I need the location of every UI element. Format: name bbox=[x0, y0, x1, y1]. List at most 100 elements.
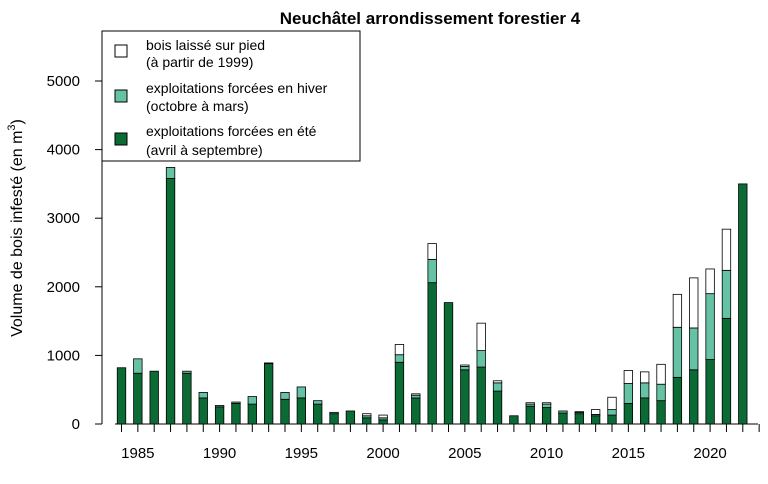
bar-ete-2005 bbox=[460, 369, 470, 425]
bar-ete-1997 bbox=[329, 413, 339, 425]
legend-swatch-ete bbox=[114, 132, 128, 146]
x-tick-label: 2010 bbox=[530, 445, 563, 462]
bar-ete-1989 bbox=[198, 397, 208, 425]
legend-label-hiver-note: (octobre à mars) bbox=[146, 98, 249, 114]
bar-ete-2006 bbox=[476, 366, 486, 425]
bar-pied-2012 bbox=[574, 411, 584, 413]
bar-pied-2013 bbox=[591, 409, 601, 415]
bars bbox=[116, 167, 748, 425]
x-tick-label: 2020 bbox=[693, 445, 726, 462]
bar-ete-1984 bbox=[116, 367, 127, 425]
legend-label-ete-note: (avril à septembre) bbox=[146, 142, 263, 158]
legend: bois laissé sur pied (à partir de 1999) … bbox=[101, 30, 361, 162]
y-axis-label: Volume de bois infesté (en m3) bbox=[6, 119, 26, 337]
y-tick-label: 2000 bbox=[47, 279, 80, 296]
y-tick-label: 0 bbox=[72, 416, 80, 433]
bar-pied-2016 bbox=[640, 371, 650, 384]
bar-hiver-1985 bbox=[133, 358, 143, 374]
bar-ete-2010 bbox=[541, 407, 552, 425]
bar-hiver-2017 bbox=[656, 383, 666, 402]
x-tick-label: 2000 bbox=[366, 445, 399, 462]
y-tick-label: 4000 bbox=[47, 142, 80, 159]
bar-hiver-2015 bbox=[623, 383, 633, 404]
bar-ete-1999 bbox=[362, 417, 372, 425]
bar-hiver-1987 bbox=[165, 167, 176, 179]
bar-hiver-2014 bbox=[607, 409, 617, 416]
bar-ete-2000 bbox=[378, 419, 388, 425]
bar-pied-2017 bbox=[656, 363, 666, 385]
bar-ete-2013 bbox=[591, 415, 601, 425]
bar-ete-1998 bbox=[345, 410, 356, 425]
bar-hiver-2010 bbox=[541, 403, 552, 408]
bar-hiver-1995 bbox=[296, 386, 307, 399]
bar-hiver-2003 bbox=[427, 258, 437, 284]
bar-ete-2015 bbox=[623, 403, 633, 425]
bar-pied-2003 bbox=[427, 243, 437, 260]
legend-label-hiver: exploitations forcées en hiver bbox=[146, 80, 328, 96]
bar-ete-2001 bbox=[394, 361, 405, 425]
bar-hiver-2001 bbox=[394, 354, 405, 363]
bar-ete-2011 bbox=[558, 412, 568, 425]
bar-pied-2006 bbox=[476, 322, 486, 351]
bar-pied-2005 bbox=[460, 364, 470, 367]
bar-hiver-2005 bbox=[460, 365, 470, 371]
bar-hiver-1990 bbox=[214, 405, 225, 408]
chart-title: Neuchâtel arrondissement forestier 4 bbox=[280, 9, 581, 28]
bar-ete-1992 bbox=[247, 403, 257, 425]
bar-ete-1990 bbox=[214, 406, 225, 425]
bar-ete-1991 bbox=[231, 403, 241, 425]
bar-ete-2012 bbox=[574, 413, 584, 425]
bar-hiver-2006 bbox=[476, 350, 486, 368]
bar-hiver-1993 bbox=[263, 362, 274, 365]
bar-hiver-2020 bbox=[705, 293, 715, 360]
bar-pied-1999 bbox=[362, 413, 372, 417]
bar-ete-1995 bbox=[296, 397, 307, 425]
bar-ete-1988 bbox=[182, 372, 192, 425]
bar-ete-1994 bbox=[280, 398, 290, 425]
bar-pied-2000 bbox=[378, 414, 388, 419]
bar-ete-2019 bbox=[689, 369, 699, 425]
legend-label-ete: exploitations forcées en été bbox=[146, 123, 317, 139]
y-axis-ticks: 0 1000 2000 3000 4000 5000 bbox=[47, 73, 102, 433]
y-axis-label-text: Volume de bois infesté (en m bbox=[9, 131, 26, 337]
bar-pied-2015 bbox=[623, 370, 633, 384]
legend-label-pied-note: (à partir de 1999) bbox=[146, 54, 253, 70]
bar-ete-1987 bbox=[165, 178, 176, 425]
bar-ete-1986 bbox=[149, 370, 159, 425]
legend-box bbox=[101, 30, 361, 162]
bar-hiver-1989 bbox=[198, 392, 208, 399]
bar-hiver-1997 bbox=[329, 411, 339, 415]
bar-ete-2020 bbox=[705, 359, 715, 425]
bar-pied-2021 bbox=[721, 228, 732, 271]
legend-swatch-pied bbox=[114, 44, 128, 58]
bar-pied-2001 bbox=[394, 344, 405, 356]
x-tick-label: 1995 bbox=[285, 445, 318, 462]
bar-hiver-2018 bbox=[672, 326, 683, 378]
bar-pied-2019 bbox=[689, 277, 699, 329]
bar-ete-1985 bbox=[133, 372, 143, 425]
y-tick-label: 3000 bbox=[47, 210, 80, 227]
bar-pied-2020 bbox=[705, 268, 715, 295]
bar-ete-2014 bbox=[607, 414, 617, 425]
x-tick-label: 1985 bbox=[121, 445, 154, 462]
x-tick-label: 2005 bbox=[448, 445, 481, 462]
y-axis-label-sup: 3 bbox=[6, 124, 18, 130]
bar-hiver-2011 bbox=[558, 410, 568, 414]
bar-hiver-1988 bbox=[182, 370, 192, 374]
bar-ete-2017 bbox=[656, 400, 666, 425]
bar-hiver-1992 bbox=[247, 396, 257, 405]
bar-hiver-2016 bbox=[640, 382, 650, 399]
legend-label-pied: bois laissé sur pied bbox=[146, 37, 265, 53]
bar-ete-2004 bbox=[443, 302, 454, 425]
bar-ete-2022 bbox=[738, 183, 748, 425]
bar-pied-2014 bbox=[607, 396, 617, 410]
bar-ete-2002 bbox=[411, 397, 421, 425]
bar-hiver-2021 bbox=[721, 269, 732, 319]
bar-hiver-1996 bbox=[313, 400, 323, 405]
bar-pied-2010 bbox=[541, 402, 552, 405]
bar-hiver-2002 bbox=[411, 394, 421, 399]
y-tick-label: 1000 bbox=[47, 347, 80, 364]
y-axis-label-end: ) bbox=[9, 119, 26, 124]
bar-hiver-1991 bbox=[231, 401, 241, 404]
bar-ete-2003 bbox=[427, 282, 437, 425]
